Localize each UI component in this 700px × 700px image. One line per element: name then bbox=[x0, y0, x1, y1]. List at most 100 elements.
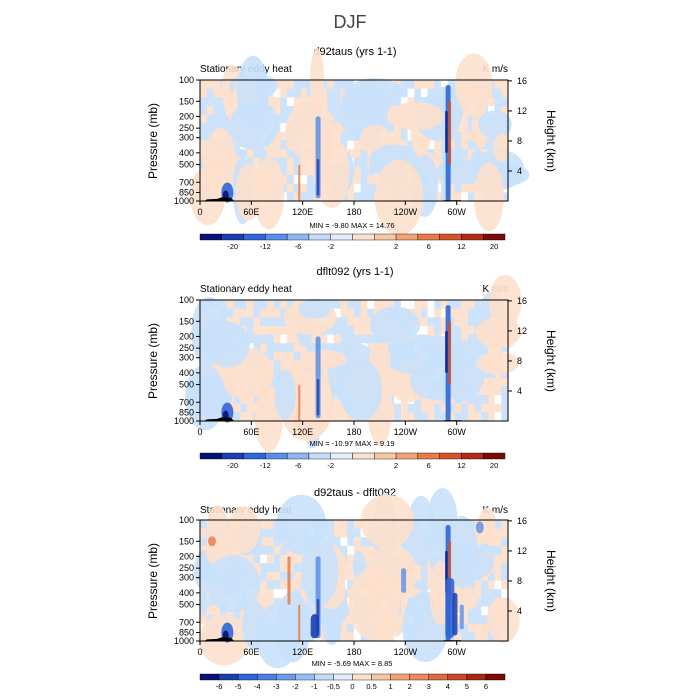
field-cell bbox=[367, 300, 375, 310]
field-cell bbox=[266, 351, 275, 362]
field-cell bbox=[454, 325, 462, 336]
field-cell bbox=[360, 325, 368, 336]
field-cell bbox=[434, 300, 442, 310]
colorbar-swatch bbox=[218, 673, 239, 681]
x-tick-label: 120W bbox=[394, 207, 418, 217]
field-streak bbox=[298, 164, 301, 201]
colorbar-label: 6 bbox=[427, 242, 431, 251]
colorbar-swatch bbox=[371, 673, 391, 681]
x-tick-label: 0 bbox=[197, 647, 202, 657]
field-cell bbox=[200, 615, 208, 625]
field-cell bbox=[407, 80, 415, 90]
field-blob bbox=[185, 364, 226, 431]
field-cell bbox=[287, 175, 295, 185]
field-cell bbox=[441, 308, 449, 318]
field-cell bbox=[454, 300, 462, 310]
field-cell bbox=[501, 386, 509, 396]
field-blob bbox=[475, 317, 522, 348]
field-cell bbox=[327, 325, 335, 336]
field-cell bbox=[280, 140, 288, 150]
y-right-tick-label: 16 bbox=[517, 516, 527, 526]
colorbar-label: 3 bbox=[427, 682, 431, 691]
field-blob bbox=[360, 494, 414, 549]
field-cell bbox=[441, 149, 449, 159]
field-cell bbox=[273, 157, 281, 168]
field-streak bbox=[316, 379, 320, 416]
field-cell bbox=[260, 589, 268, 599]
field-cell bbox=[293, 334, 302, 344]
field-cell bbox=[494, 386, 502, 396]
field-cell bbox=[280, 589, 288, 599]
field-cell bbox=[461, 131, 469, 142]
field-cell bbox=[240, 300, 248, 310]
field-cell bbox=[347, 623, 355, 633]
field-cell bbox=[474, 300, 482, 310]
field-cell bbox=[200, 123, 208, 133]
field-cell bbox=[494, 412, 502, 422]
field-cell bbox=[266, 308, 275, 318]
colorbar-swatch bbox=[439, 233, 462, 241]
field-cell bbox=[280, 97, 288, 107]
panel-2: dflt092 (yrs 1-1) Stationary eddy heat K… bbox=[146, 266, 558, 470]
field-cell bbox=[501, 537, 509, 547]
field-cell bbox=[414, 412, 422, 422]
field-cell bbox=[474, 589, 482, 599]
x-tick-label: 60E bbox=[243, 207, 259, 217]
field-cell bbox=[461, 192, 469, 202]
field-cell bbox=[400, 88, 409, 98]
field-cell bbox=[287, 166, 295, 176]
y-tick-label: 1000 bbox=[174, 196, 194, 206]
field-cell bbox=[246, 334, 255, 344]
y-tick-label: 500 bbox=[179, 160, 194, 170]
field-cell bbox=[280, 317, 288, 327]
field-cell bbox=[427, 325, 435, 336]
field-cell bbox=[367, 343, 375, 353]
field-cell bbox=[280, 88, 288, 98]
field-blob bbox=[206, 321, 250, 368]
field-cell bbox=[293, 192, 302, 202]
field-cell bbox=[467, 300, 476, 310]
field-blob bbox=[475, 521, 484, 534]
field-cell bbox=[287, 554, 295, 564]
field-cell bbox=[454, 615, 462, 625]
field-cell bbox=[394, 300, 402, 310]
field-cell bbox=[266, 554, 275, 564]
field-blob bbox=[409, 361, 461, 400]
field-cell bbox=[347, 149, 355, 159]
field-blob bbox=[309, 47, 325, 117]
field-cell bbox=[266, 528, 275, 538]
field-cell bbox=[481, 403, 489, 413]
x-tick-label: 0 bbox=[197, 427, 202, 437]
field-cell bbox=[427, 308, 435, 318]
field-cell bbox=[447, 80, 456, 90]
field-cell bbox=[340, 623, 348, 633]
colorbar-swatch bbox=[295, 673, 315, 681]
field-cell bbox=[420, 308, 429, 318]
field-cell bbox=[206, 80, 214, 90]
field-cell bbox=[233, 140, 241, 150]
y-tick-label: 500 bbox=[179, 600, 194, 610]
field-cell bbox=[260, 520, 268, 530]
y-right-tick-label: 12 bbox=[517, 326, 527, 336]
field-cell bbox=[501, 589, 509, 599]
field-cell bbox=[407, 300, 415, 310]
field-cell bbox=[280, 545, 288, 556]
panel-1-colorbar: -20 -12 -6 -2 2 6 12 20 bbox=[199, 233, 506, 251]
colorbar-swatch bbox=[461, 233, 484, 241]
colorbar-label: 6 bbox=[484, 682, 488, 691]
field-cell bbox=[280, 563, 288, 573]
field-cell bbox=[253, 300, 261, 310]
field-cell bbox=[481, 615, 489, 625]
field-cell bbox=[280, 571, 288, 582]
field-cell bbox=[200, 606, 208, 616]
field-cell bbox=[347, 537, 355, 547]
field-blob bbox=[340, 358, 382, 422]
field-cell bbox=[273, 88, 281, 98]
field-cell bbox=[307, 597, 315, 608]
field-cell bbox=[287, 580, 295, 590]
panel-2-x-ticks: 0 60E 120E 180 120W 60W bbox=[197, 421, 466, 437]
field-cell bbox=[253, 334, 261, 344]
field-cell bbox=[387, 632, 395, 642]
